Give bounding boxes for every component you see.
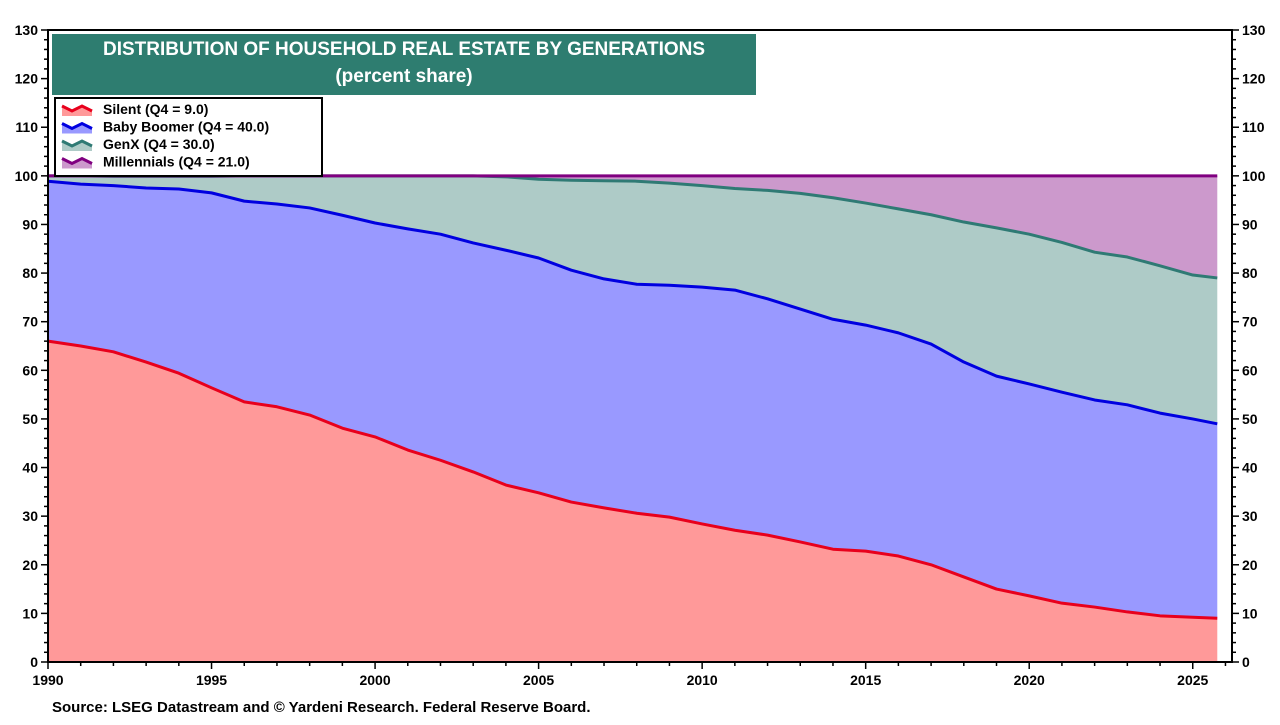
legend-swatch-line	[61, 156, 93, 166]
area-0	[48, 341, 1218, 662]
series-line-1	[47, 179, 1218, 426]
y-tick-label-right: 90	[1242, 216, 1258, 232]
y-tick-label-left: 60	[22, 362, 38, 378]
source-note: Source: LSEG Datastream and © Yardeni Re…	[52, 699, 591, 716]
y-tick-label-right: 70	[1242, 314, 1258, 330]
y-tick-label-left: 10	[22, 605, 38, 621]
y-tick-label-right: 20	[1242, 557, 1258, 573]
area-2	[48, 175, 1218, 424]
y-tick-label-right: 130	[1242, 22, 1266, 38]
y-tick-label-right: 80	[1242, 265, 1258, 281]
y-tick-label-left: 20	[22, 557, 38, 573]
x-tick-label: 2000	[359, 672, 390, 688]
legend-swatch-line	[61, 104, 93, 113]
series-line-0	[47, 339, 1218, 620]
y-tick-label-right: 30	[1242, 508, 1258, 524]
x-tick-label: 1990	[32, 672, 63, 688]
x-tick-label: 2020	[1014, 672, 1045, 688]
legend-swatch-line	[61, 139, 93, 148]
y-tick-label-left: 80	[22, 265, 38, 281]
chart-subtitle: (percent share)	[335, 66, 472, 87]
y-tick-label-left: 70	[22, 314, 38, 330]
area-3	[48, 175, 1218, 278]
y-tick-label-left: 90	[22, 216, 38, 232]
y-tick-label-left: 30	[22, 508, 38, 524]
area-layer	[48, 175, 1218, 662]
legend-label: GenX (Q4 = 30.0)	[103, 136, 215, 152]
x-tick-label: 2005	[523, 672, 554, 688]
plot-frame	[47, 29, 1233, 663]
x-tick-label: 2015	[850, 672, 881, 688]
y-tick-label-right: 40	[1242, 460, 1258, 476]
y-tick-label-left: 130	[15, 22, 39, 38]
title-box: DISTRIBUTION OF HOUSEHOLD REAL ESTATE BY…	[52, 34, 756, 95]
y-tick-label-left: 50	[22, 411, 38, 427]
area-1	[48, 181, 1218, 619]
y-tick-label-right: 60	[1242, 362, 1258, 378]
x-tick-label: 2025	[1177, 672, 1208, 688]
chart-title: DISTRIBUTION OF HOUSEHOLD REAL ESTATE BY…	[103, 39, 705, 60]
y-tick-label-right: 100	[1242, 168, 1266, 184]
y-tick-label-left: 120	[15, 71, 39, 87]
y-tick-label-left: 40	[22, 460, 38, 476]
y-tick-label-right: 120	[1242, 71, 1266, 87]
y-tick-label-right: 0	[1242, 654, 1250, 670]
y-tick-label-left: 100	[15, 168, 39, 184]
x-tick-label: 1995	[196, 672, 227, 688]
legend-label: Baby Boomer (Q4 = 40.0)	[103, 119, 269, 135]
y-tick-label-right: 10	[1242, 605, 1258, 621]
y-tick-label-right: 110	[1242, 119, 1265, 135]
x-tick-label: 2010	[687, 672, 718, 688]
legend-label: Millennials (Q4 = 21.0)	[103, 154, 250, 170]
y-tick-label-left: 110	[15, 119, 38, 135]
y-tick-label-left: 0	[30, 654, 38, 670]
y-tick-label-right: 50	[1242, 411, 1258, 427]
legend-label: Silent (Q4 = 9.0)	[103, 101, 208, 117]
legend-swatch-line	[61, 121, 93, 131]
legend: Silent (Q4 = 9.0) Baby Boomer (Q4 = 40.0)…	[54, 97, 323, 177]
